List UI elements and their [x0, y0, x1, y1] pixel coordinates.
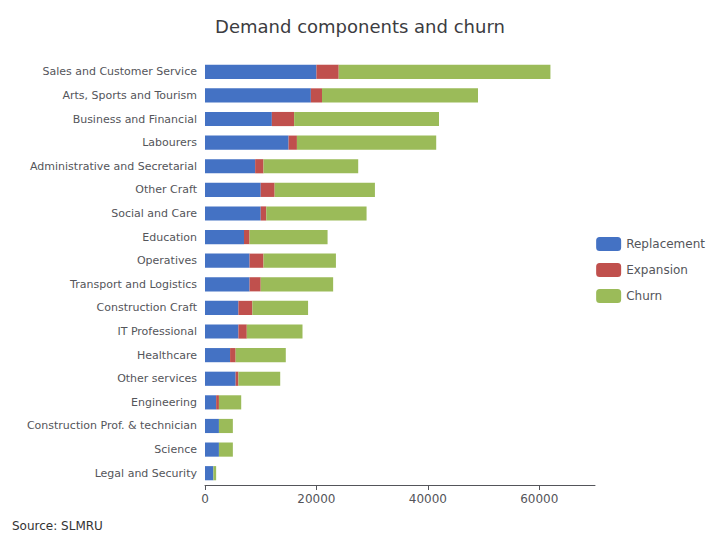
svg-text:Replacement: Replacement: [626, 237, 705, 251]
svg-text:40000: 40000: [409, 492, 447, 506]
svg-text:Construction Craft: Construction Craft: [97, 301, 198, 314]
svg-text:Labourers: Labourers: [142, 136, 197, 149]
svg-text:Administrative and Secretarial: Administrative and Secretarial: [30, 160, 197, 173]
svg-text:Churn: Churn: [626, 289, 662, 303]
svg-text:Other services: Other services: [117, 372, 197, 385]
svg-text:Transport and Logistics: Transport and Logistics: [69, 278, 197, 291]
svg-text:Demand components and churn: Demand components and churn: [215, 16, 505, 37]
svg-text:Business and Financial: Business and Financial: [73, 113, 197, 126]
svg-text:Legal and Security: Legal and Security: [95, 467, 198, 480]
svg-text:Construction Prof. & technicia: Construction Prof. & technician: [27, 419, 197, 432]
svg-text:Social and Care: Social and Care: [111, 207, 197, 220]
svg-text:20000: 20000: [297, 492, 335, 506]
svg-text:0: 0: [201, 492, 209, 506]
svg-text:Source: SLMRU: Source: SLMRU: [12, 519, 103, 533]
svg-text:Science: Science: [154, 443, 197, 456]
svg-text:Other Craft: Other Craft: [135, 183, 197, 196]
svg-text:Engineering: Engineering: [131, 396, 197, 409]
svg-text:Healthcare: Healthcare: [137, 349, 197, 362]
svg-text:Education: Education: [142, 231, 197, 244]
svg-text:Arts, Sports and Tourism: Arts, Sports and Tourism: [62, 89, 197, 102]
svg-text:60000: 60000: [520, 492, 558, 506]
svg-text:Operatives: Operatives: [137, 254, 197, 267]
svg-text:IT Professional: IT Professional: [117, 325, 197, 338]
svg-text:Sales and Customer Service: Sales and Customer Service: [42, 65, 197, 78]
svg-text:Expansion: Expansion: [626, 263, 688, 277]
